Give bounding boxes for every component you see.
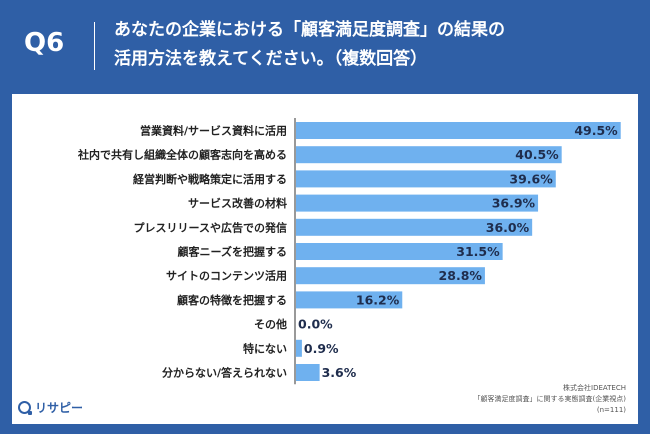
source-note: 株式会社IDEATECH 「顧客満足度調査」に関する実態調査(企業視点) (n=… (474, 383, 626, 416)
data-label: 31.5% (456, 244, 500, 259)
data-label: 0.9% (304, 341, 339, 356)
bar (296, 339, 302, 357)
category-label: 顧客の特徴を把握する (177, 293, 287, 307)
title-line-2: 活用方法を教えてください。（複数回答） (114, 49, 428, 69)
header-divider (94, 22, 95, 70)
category-label: 分からない/答えられない (162, 366, 287, 380)
bar (296, 291, 403, 309)
category-label: サービス改善の材料 (188, 196, 287, 210)
data-label: 36.9% (492, 196, 536, 211)
data-label: 49.5% (574, 123, 618, 138)
chart-title: あなたの企業における「顧客満足度調査」の結果の 活用方法を教えてください。（複数… (114, 16, 634, 74)
bar (296, 194, 539, 212)
category-label: その他 (254, 317, 287, 331)
bar (296, 218, 533, 236)
category-label: 経営判断や戦略策定に活用する (133, 172, 287, 186)
data-label: 39.6% (509, 171, 553, 186)
category-label: 営業資料/サービス資料に活用 (140, 124, 287, 138)
source-line-3: (n=111) (596, 406, 626, 414)
bar (296, 170, 556, 188)
category-label: プレスリリースや広告での発信 (134, 220, 287, 234)
data-label: 0.0% (298, 317, 333, 332)
category-label: 社内で共有し組織全体の顧客志向を高める (77, 148, 287, 162)
brand-logo: リサピー (18, 399, 83, 416)
bar (296, 122, 621, 139)
chart-panel: 営業資料/サービス資料に活用 49.5% 社内で共有し組織全体の顧客志向を高める 40… (12, 94, 638, 424)
data-label: 16.2% (356, 292, 400, 307)
data-label: 36.0% (486, 220, 530, 235)
brand-mark-icon (18, 401, 32, 415)
bar (296, 364, 320, 381)
bar-chart: 営業資料/サービス資料に活用 49.5% 社内で共有し組織全体の顧客志向を高める 40… (77, 118, 621, 385)
title-line-1: あなたの企業における「顧客満足度調査」の結果の (114, 20, 505, 40)
source-line-1: 株式会社IDEATECH (563, 384, 626, 392)
category-label: 特にない (243, 341, 287, 355)
category-label: サイトのコンテンツ活用 (166, 269, 287, 283)
bar (296, 146, 562, 164)
bar (296, 243, 503, 260)
brand-name: リサピー (35, 401, 84, 415)
data-label: 40.5% (515, 147, 559, 162)
category-label: 顧客ニーズを把握する (178, 245, 287, 259)
bar (296, 267, 485, 285)
question-id: Q6 (24, 28, 65, 58)
source-line-2: 「顧客満足度調査」に関する実態調査(企業視点) (473, 395, 626, 403)
data-label: 3.6% (322, 365, 357, 380)
data-label: 28.8% (439, 268, 483, 283)
header: Q6 あなたの企業における「顧客満足度調査」の結果の 活用方法を教えてください。… (0, 0, 650, 92)
